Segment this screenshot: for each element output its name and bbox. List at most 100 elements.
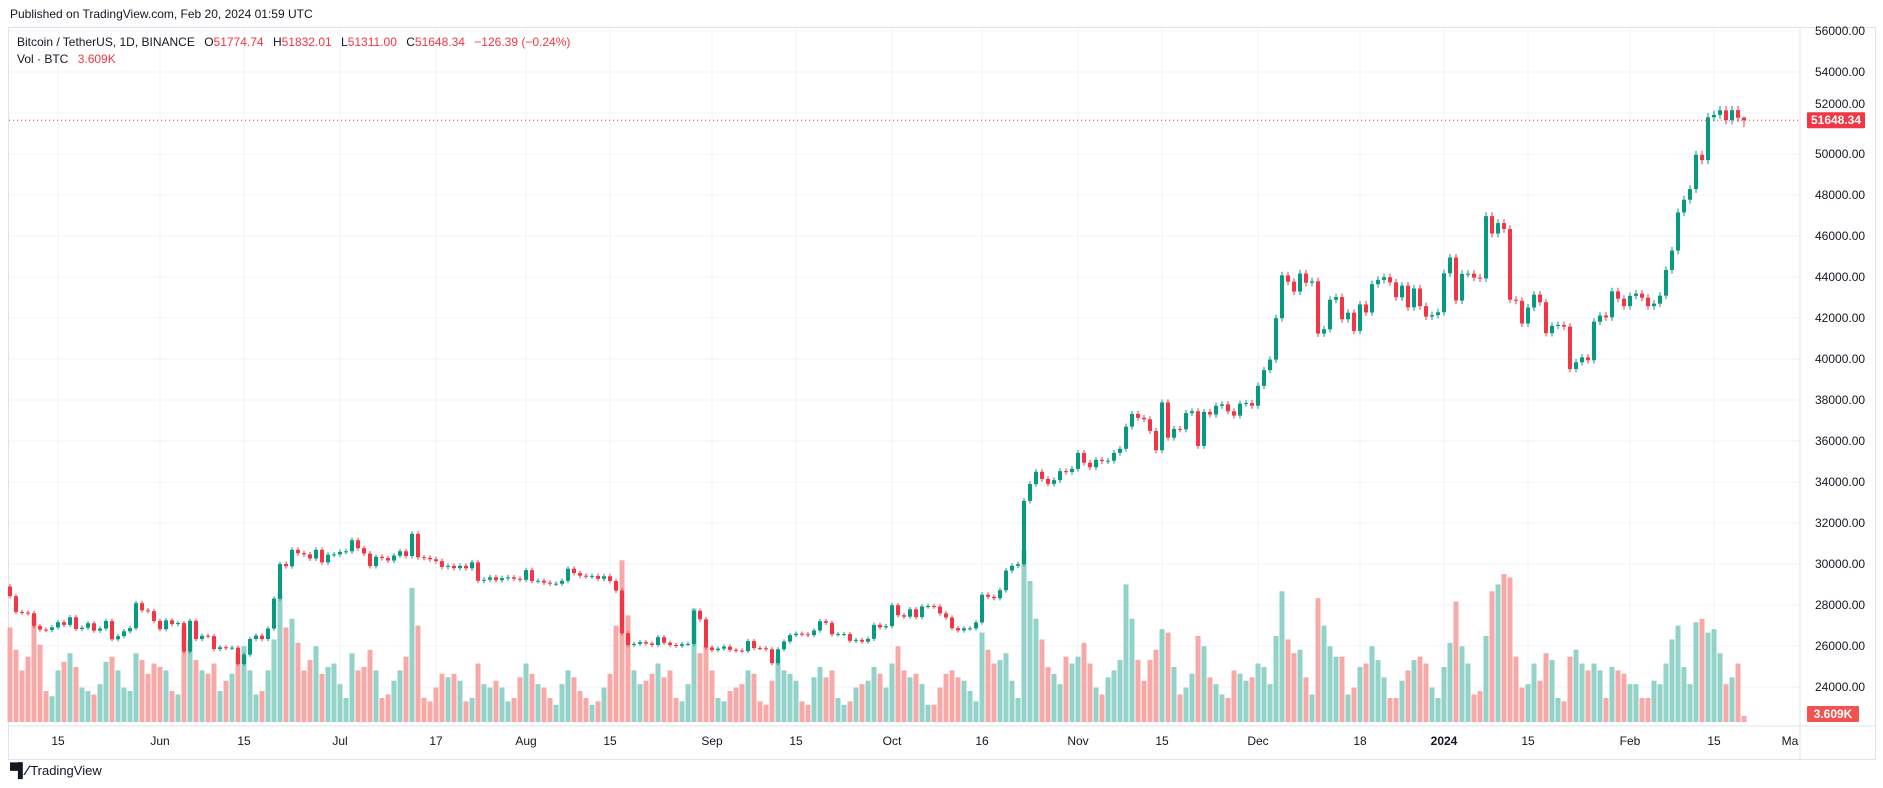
candle-body[interactable] bbox=[1616, 291, 1620, 299]
candle-body[interactable] bbox=[530, 570, 534, 582]
candle-body[interactable] bbox=[350, 540, 354, 552]
candle-body[interactable] bbox=[1124, 426, 1128, 449]
candle-body[interactable] bbox=[230, 647, 234, 649]
candle-body[interactable] bbox=[1610, 291, 1614, 318]
candle-body[interactable] bbox=[1262, 370, 1266, 386]
candle-body[interactable] bbox=[788, 635, 792, 642]
candle-body[interactable] bbox=[116, 636, 120, 640]
candle-body[interactable] bbox=[242, 654, 246, 665]
candle-body[interactable] bbox=[812, 630, 816, 636]
candle-body[interactable] bbox=[1580, 357, 1584, 363]
candle-body[interactable] bbox=[1160, 402, 1164, 451]
candle-body[interactable] bbox=[1280, 275, 1284, 319]
candle-body[interactable] bbox=[356, 540, 360, 549]
candle-body[interactable] bbox=[326, 554, 330, 563]
candle-body[interactable] bbox=[1688, 189, 1692, 200]
candle-body[interactable] bbox=[1586, 357, 1590, 361]
candle-body[interactable] bbox=[434, 559, 438, 562]
candle-body[interactable] bbox=[1694, 154, 1698, 190]
candle-body[interactable] bbox=[1340, 297, 1344, 320]
candle-body[interactable] bbox=[68, 617, 72, 625]
candle-body[interactable] bbox=[200, 635, 204, 640]
candle-body[interactable] bbox=[1706, 117, 1710, 161]
candle-body[interactable] bbox=[284, 564, 288, 567]
candle-body[interactable] bbox=[944, 613, 948, 618]
candle-body[interactable] bbox=[488, 577, 492, 580]
candle-body[interactable] bbox=[1310, 281, 1314, 283]
candle-body[interactable] bbox=[1154, 430, 1158, 451]
candle-body[interactable] bbox=[1406, 285, 1410, 308]
candle-body[interactable] bbox=[1358, 304, 1362, 331]
candle-body[interactable] bbox=[920, 606, 924, 618]
candle-body[interactable] bbox=[518, 578, 522, 580]
candle-body[interactable] bbox=[686, 643, 690, 645]
candle-body[interactable] bbox=[1208, 411, 1212, 415]
candle-body[interactable] bbox=[392, 555, 396, 561]
candle-body[interactable] bbox=[380, 556, 384, 559]
candle-body[interactable] bbox=[572, 568, 576, 574]
candle-body[interactable] bbox=[1700, 154, 1704, 161]
candle-body[interactable] bbox=[1592, 321, 1596, 361]
candle-body[interactable] bbox=[1670, 250, 1674, 271]
candle-body[interactable] bbox=[56, 622, 60, 628]
candle-body[interactable] bbox=[1094, 459, 1098, 468]
candle-body[interactable] bbox=[1496, 223, 1500, 234]
candle-body[interactable] bbox=[1538, 294, 1542, 303]
candle-body[interactable] bbox=[1286, 275, 1290, 282]
candle-body[interactable] bbox=[212, 636, 216, 650]
candle-body[interactable] bbox=[1466, 273, 1470, 275]
candle-body[interactable] bbox=[1376, 279, 1380, 285]
candle-body[interactable] bbox=[1400, 285, 1404, 298]
candle-body[interactable] bbox=[140, 603, 144, 611]
candle-body[interactable] bbox=[218, 647, 222, 650]
candle-body[interactable] bbox=[236, 647, 240, 665]
candle-body[interactable] bbox=[980, 594, 984, 623]
candle-body[interactable] bbox=[548, 582, 552, 584]
candle-body[interactable] bbox=[716, 648, 720, 651]
candle-body[interactable] bbox=[1226, 404, 1230, 412]
candle-body[interactable] bbox=[1418, 288, 1422, 307]
candle-body[interactable] bbox=[782, 641, 786, 650]
candle-body[interactable] bbox=[1604, 315, 1608, 318]
candle-body[interactable] bbox=[1166, 402, 1170, 438]
candle-body[interactable] bbox=[404, 551, 408, 557]
candle-body[interactable] bbox=[44, 629, 48, 631]
candle-body[interactable] bbox=[134, 603, 138, 629]
candle-body[interactable] bbox=[1232, 411, 1236, 416]
candle-body[interactable] bbox=[758, 648, 762, 650]
candle-body[interactable] bbox=[104, 620, 108, 629]
candle-body[interactable] bbox=[998, 590, 1002, 599]
candle-body[interactable] bbox=[302, 553, 306, 555]
candle-body[interactable] bbox=[314, 549, 318, 559]
candle-body[interactable] bbox=[1070, 468, 1074, 472]
candle-body[interactable] bbox=[80, 627, 84, 629]
candle-body[interactable] bbox=[1634, 293, 1638, 296]
candle-body[interactable] bbox=[632, 643, 636, 645]
candle-body[interactable] bbox=[590, 575, 594, 577]
candle-body[interactable] bbox=[1514, 299, 1518, 301]
candle-body[interactable] bbox=[614, 581, 618, 591]
candle-body[interactable] bbox=[1190, 411, 1194, 414]
candle-body[interactable] bbox=[128, 628, 132, 632]
candle-body[interactable] bbox=[950, 617, 954, 629]
candle-body[interactable] bbox=[1598, 315, 1602, 322]
candle-body[interactable] bbox=[1142, 417, 1146, 420]
candle-body[interactable] bbox=[386, 558, 390, 561]
candle-body[interactable] bbox=[332, 554, 336, 556]
candle-body[interactable] bbox=[476, 562, 480, 581]
candle-body[interactable] bbox=[272, 598, 276, 629]
candle-body[interactable] bbox=[626, 633, 630, 645]
candle-body[interactable] bbox=[1442, 273, 1446, 313]
candle-body[interactable] bbox=[566, 568, 570, 581]
candle-body[interactable] bbox=[1532, 294, 1536, 308]
candle-body[interactable] bbox=[1334, 297, 1338, 300]
candle-body[interactable] bbox=[182, 623, 186, 652]
candle-body[interactable] bbox=[842, 634, 846, 636]
candle-body[interactable] bbox=[194, 620, 198, 640]
candle-body[interactable] bbox=[938, 606, 942, 614]
candle-body[interactable] bbox=[248, 639, 252, 655]
candle-body[interactable] bbox=[110, 620, 114, 640]
candle-body[interactable] bbox=[848, 634, 852, 641]
candle-body[interactable] bbox=[1076, 452, 1080, 469]
candle-body[interactable] bbox=[1256, 385, 1260, 406]
